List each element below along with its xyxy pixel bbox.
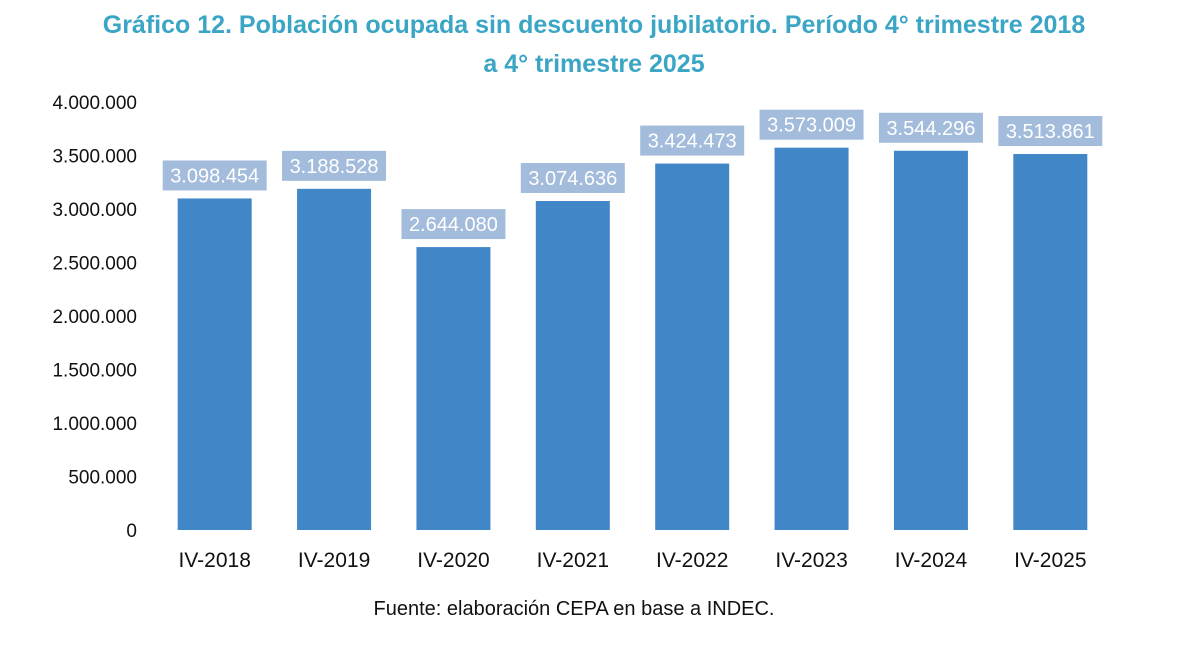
y-axis: 0 500.000 1.000.000 1.500.000 2.000.000 2.500…: [52, 93, 137, 542]
y-tick-label: 500.000: [68, 468, 137, 489]
y-tick-label: 4.000.000: [52, 93, 137, 114]
data-label-box: [998, 116, 1103, 147]
data-label-box: [520, 163, 625, 194]
data-label: 2.644.080: [409, 214, 498, 236]
data-label: 3.513.861: [1006, 121, 1095, 143]
data-label-box: [640, 125, 745, 156]
data-label: 3.074.636: [528, 168, 617, 190]
x-tick-label: IV-2021: [537, 549, 609, 572]
data-label: 3.188.528: [290, 156, 379, 178]
bar: [893, 150, 968, 531]
x-tick-label: IV-2024: [895, 549, 968, 572]
y-tick-label: 3.500.000: [52, 147, 137, 168]
data-label: 3.098.454: [170, 165, 259, 187]
x-tick-label: IV-2022: [656, 549, 728, 572]
x-axis: IV-2018 IV-2019 IV-2020 IV-2021 IV-2022 IV-20…: [178, 549, 1086, 572]
bar: [655, 163, 730, 530]
chart-title-line-1: Gráfico 12. Población ocupada sin descue…: [102, 11, 1086, 39]
x-tick-label: IV-2023: [775, 549, 847, 572]
y-tick-label: 2.000.000: [52, 307, 137, 328]
chart-title: Gráfico 12. Población ocupada sin descue…: [0, 6, 1188, 84]
data-label: 3.544.296: [886, 118, 975, 140]
x-tick-label: IV-2020: [417, 549, 489, 572]
bar: [774, 147, 849, 530]
data-label-box: [162, 160, 267, 191]
data-label-box: [401, 209, 506, 240]
bar: [1013, 154, 1088, 530]
bar: [416, 247, 491, 530]
x-tick-label: IV-2025: [1014, 549, 1086, 572]
bar: [297, 188, 372, 530]
y-tick-label: 2.500.000: [52, 254, 137, 275]
chart-title-line-2: a 4° trimestre 2025: [483, 50, 705, 78]
x-tick-label: IV-2018: [178, 549, 250, 572]
y-tick-label: 1.000.000: [52, 414, 137, 435]
data-label: 3.573.009: [767, 115, 856, 137]
data-label-box: [282, 150, 387, 181]
y-tick-label: 3.000.000: [52, 200, 137, 221]
x-tick-label: IV-2019: [298, 549, 370, 572]
data-label-box: [759, 109, 864, 140]
bar: [177, 198, 252, 530]
y-tick-label: 0: [126, 521, 137, 542]
data-label-box: [878, 112, 983, 143]
source-note: Fuente: elaboración CEPA en base a INDEC…: [373, 598, 775, 620]
bar: [535, 201, 610, 530]
bars-group: 3.098.454 3.188.528 2.644.080 3.074.636 3.42…: [162, 109, 1103, 531]
data-label: 3.424.473: [648, 131, 737, 153]
y-tick-label: 1.500.000: [52, 361, 137, 382]
